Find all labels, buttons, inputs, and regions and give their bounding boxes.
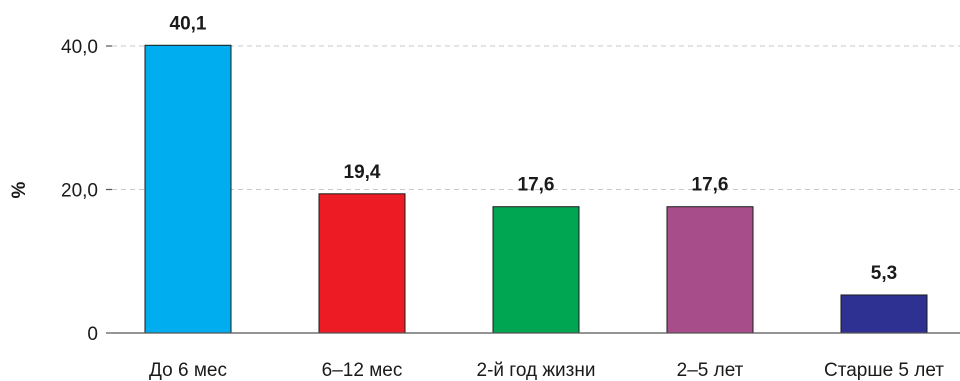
category-label: 2–5 лет xyxy=(677,360,744,381)
category-labels: До 6 мес 6–12 мес 2-й год жизни 2–5 лет Стар… xyxy=(149,360,944,381)
y-tick-label: 0 xyxy=(87,324,98,345)
bar xyxy=(666,206,754,334)
data-label: 17,6 xyxy=(518,175,555,196)
data-label: 17,6 xyxy=(692,175,729,196)
category-label: До 6 мес xyxy=(149,360,227,381)
category-label: Старше 5 лет xyxy=(824,360,944,381)
y-axis-title: % xyxy=(9,181,30,198)
bar xyxy=(144,44,232,334)
data-label: 19,4 xyxy=(344,162,381,183)
data-label: 40,1 xyxy=(170,13,207,34)
y-axis-ticks: 0 20,0 40,0 xyxy=(61,37,112,345)
category-label: 2-й год жизни xyxy=(477,360,596,381)
bar xyxy=(840,294,928,334)
bar xyxy=(492,206,580,334)
y-tick-label: 20,0 xyxy=(61,181,98,202)
gridlines xyxy=(112,45,960,190)
bars xyxy=(144,44,928,334)
y-tick-label: 40,0 xyxy=(61,37,98,58)
category-label: 6–12 мес xyxy=(322,360,403,381)
data-labels: 40,1 19,4 17,6 17,6 5,3 xyxy=(170,13,898,284)
data-label: 5,3 xyxy=(871,263,897,284)
bar xyxy=(318,193,406,334)
